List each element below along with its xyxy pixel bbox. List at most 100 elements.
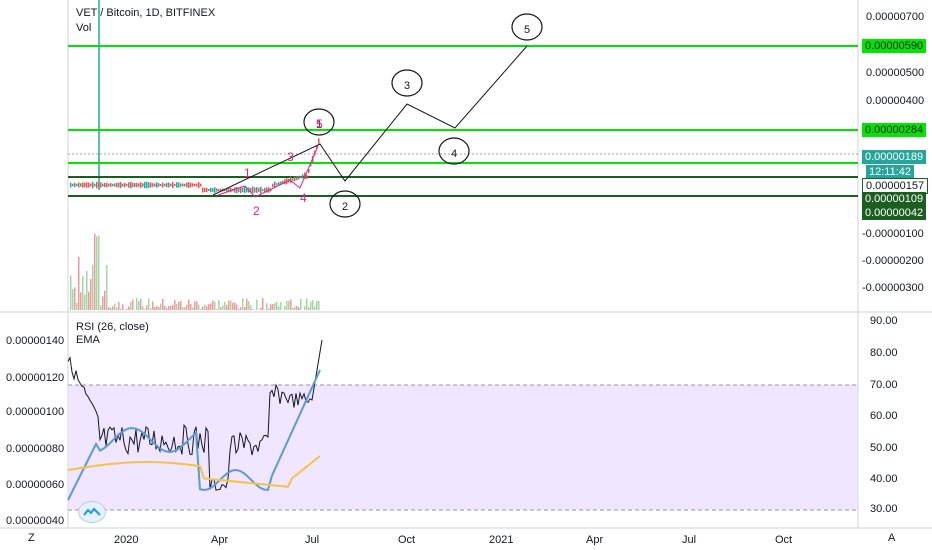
candle xyxy=(182,183,184,187)
candle xyxy=(114,183,116,187)
candle xyxy=(230,187,232,193)
volume-bar xyxy=(174,300,176,310)
candle xyxy=(106,182,108,188)
candle xyxy=(220,188,222,192)
candle xyxy=(204,187,206,193)
candle xyxy=(224,188,226,192)
left-axis-ticks: 0.00000140 0.00000120 0.00000100 0.00000… xyxy=(6,335,64,527)
volume-bar xyxy=(216,308,218,310)
candle xyxy=(116,182,118,188)
price-badge-109: 0.00000109 xyxy=(862,192,927,206)
volume-bar xyxy=(290,299,292,310)
candle xyxy=(118,182,120,188)
auto-scale-button[interactable]: A xyxy=(888,532,896,544)
volume-bar xyxy=(86,271,88,310)
candle xyxy=(242,187,244,193)
candle xyxy=(276,183,278,186)
candle xyxy=(186,182,188,188)
ema-slow-line xyxy=(67,455,321,488)
candle xyxy=(130,181,132,189)
volume-bar xyxy=(98,235,100,310)
volume-bar xyxy=(176,303,178,310)
volume-bar xyxy=(194,301,196,310)
candle xyxy=(162,182,164,188)
volume-bar xyxy=(230,300,232,310)
small-wave-3: 3 xyxy=(287,150,294,164)
volume-bar xyxy=(102,296,104,310)
volume-bar xyxy=(294,306,296,310)
volume-bar xyxy=(274,303,276,310)
volume-bar xyxy=(104,290,106,310)
candle xyxy=(258,187,260,193)
price-badge-042: 0.00000042 xyxy=(862,206,927,220)
candle xyxy=(82,182,84,188)
candle xyxy=(238,187,240,193)
candle xyxy=(164,183,166,187)
volume-bar xyxy=(288,300,290,310)
candle xyxy=(158,183,160,187)
candle xyxy=(184,183,186,187)
volume-bar xyxy=(310,301,312,310)
time-tick: Jul xyxy=(305,534,319,546)
small-wave-1: 1 xyxy=(244,166,251,180)
candle xyxy=(74,182,76,188)
volume-bar xyxy=(314,306,316,310)
candle xyxy=(292,178,294,181)
candle xyxy=(246,187,248,193)
candle xyxy=(152,183,154,187)
rsi-title[interactable]: RSI (26, close) xyxy=(76,321,149,333)
volume-bar xyxy=(244,307,246,310)
volume-bar xyxy=(126,308,128,310)
volume-bar xyxy=(286,300,288,310)
candle xyxy=(168,182,170,188)
rsi-lines xyxy=(67,339,323,501)
wave-2-label: 2 xyxy=(342,201,348,213)
volume-bar xyxy=(158,306,160,310)
volume-bar xyxy=(270,304,272,310)
rsi-tick: 70.00 xyxy=(870,379,898,391)
wave-2-circle xyxy=(329,190,361,218)
candle xyxy=(132,182,134,188)
candle xyxy=(296,176,298,181)
candle xyxy=(174,183,176,187)
rsi-line xyxy=(67,339,323,491)
volume-bar xyxy=(74,287,76,310)
volume-bar xyxy=(196,301,198,310)
volume-bar xyxy=(112,306,114,310)
rsi-tick: 40.00 xyxy=(870,473,898,485)
volume-bar xyxy=(276,301,278,310)
left-tick: 0.00000140 xyxy=(6,335,64,347)
volume-label: Vol xyxy=(76,22,92,34)
small-wave-path xyxy=(217,145,319,198)
volume-bar xyxy=(166,308,168,310)
price-tick: 0.00000700 xyxy=(866,11,924,23)
candle xyxy=(122,183,124,187)
zoom-reset-button[interactable]: Z xyxy=(28,532,35,544)
time-tick: 2021 xyxy=(489,534,513,546)
candle xyxy=(124,182,126,188)
volume-bar xyxy=(84,294,86,310)
small-wave-2: 2 xyxy=(253,204,260,218)
price-tick: 0.00000500 xyxy=(866,67,924,79)
rsi-tick: 30.00 xyxy=(870,503,898,515)
left-tick: 0.00000080 xyxy=(6,443,64,455)
candle xyxy=(228,187,230,193)
candle xyxy=(316,145,318,149)
elliott-wave-path xyxy=(212,45,528,196)
candle xyxy=(180,183,182,187)
volume-bar xyxy=(76,302,78,310)
candle xyxy=(188,181,190,189)
price-axis-ticks: 0.00000700 0.00000500 0.00000400 -0.0000… xyxy=(862,11,924,294)
candle xyxy=(308,169,310,173)
volume-bar xyxy=(198,304,200,310)
volume-bar xyxy=(140,299,142,310)
volume-bar xyxy=(188,299,190,310)
symbol-title[interactable]: VET / Bitcoin, 1D, BITFINEX xyxy=(76,7,216,19)
candle xyxy=(212,188,214,192)
candle xyxy=(274,181,276,189)
candle xyxy=(190,182,192,188)
candle xyxy=(72,183,74,187)
volume-bar xyxy=(228,300,230,310)
tradingview-cloud-icon[interactable] xyxy=(78,501,106,523)
